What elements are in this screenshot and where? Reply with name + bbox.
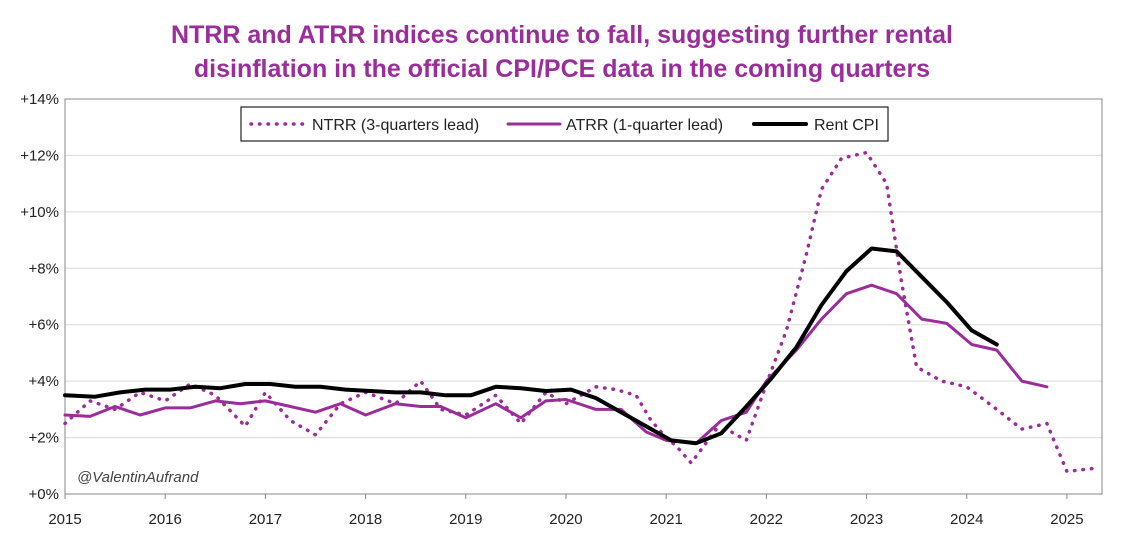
x-tick-label: 2021 xyxy=(649,511,682,528)
x-tick-label: 2018 xyxy=(349,511,382,528)
plot-area xyxy=(64,98,1103,495)
series-line-0 xyxy=(63,150,1094,474)
x-tick-label: 2024 xyxy=(950,511,983,528)
y-tick-label: +4% xyxy=(29,373,59,390)
chart-title-line-2: disinflation in the official CPI/PCE dat… xyxy=(193,55,931,83)
legend-label-1: ATRR (1-quarter lead) xyxy=(566,117,723,134)
x-tick-label: 2019 xyxy=(449,511,482,528)
x-tick-label: 2020 xyxy=(549,511,582,528)
chart-title-line-1: NTRR and ATRR indices continue to fall, … xyxy=(171,21,953,49)
x-tick-label: 2022 xyxy=(750,511,783,528)
y-tick-label: +12% xyxy=(20,147,59,164)
y-tick-label: +6% xyxy=(29,317,59,334)
x-tick-label: 2016 xyxy=(149,511,182,528)
legend-label-2: Rent CPI xyxy=(814,117,879,134)
x-tick-label: 2017 xyxy=(249,511,282,528)
x-axis-ticks: 2015 2016 2017 2018 2019 2020 2021 2022 2023 2024… xyxy=(48,494,1084,528)
x-tick-label: 2015 xyxy=(48,511,81,528)
y-tick-label: +2% xyxy=(29,430,59,447)
legend-label-0: NTRR (3-quarters lead) xyxy=(312,117,479,134)
y-tick-label: +10% xyxy=(20,204,59,221)
x-tick-label: 2025 xyxy=(1050,511,1083,528)
x-tick-label: 2023 xyxy=(850,511,883,528)
series-line-2 xyxy=(63,246,999,446)
series-line-1 xyxy=(63,283,1049,445)
series-lines xyxy=(63,150,1094,474)
y-tick-label: +14% xyxy=(20,91,59,108)
legend: NTRR (3-quarters lead) ATRR (1-quarter le… xyxy=(240,106,889,142)
watermark-text: @ValentinAufrand xyxy=(77,469,199,486)
y-axis-ticks: +0% +2% +4% +6% +8% +10% +12% +14% xyxy=(20,91,59,503)
y-tick-label: +8% xyxy=(29,260,59,277)
gridlines xyxy=(65,98,1102,495)
chart-title: NTRR and ATRR indices continue to fall, … xyxy=(0,18,1124,86)
y-tick-label: +0% xyxy=(29,486,59,503)
